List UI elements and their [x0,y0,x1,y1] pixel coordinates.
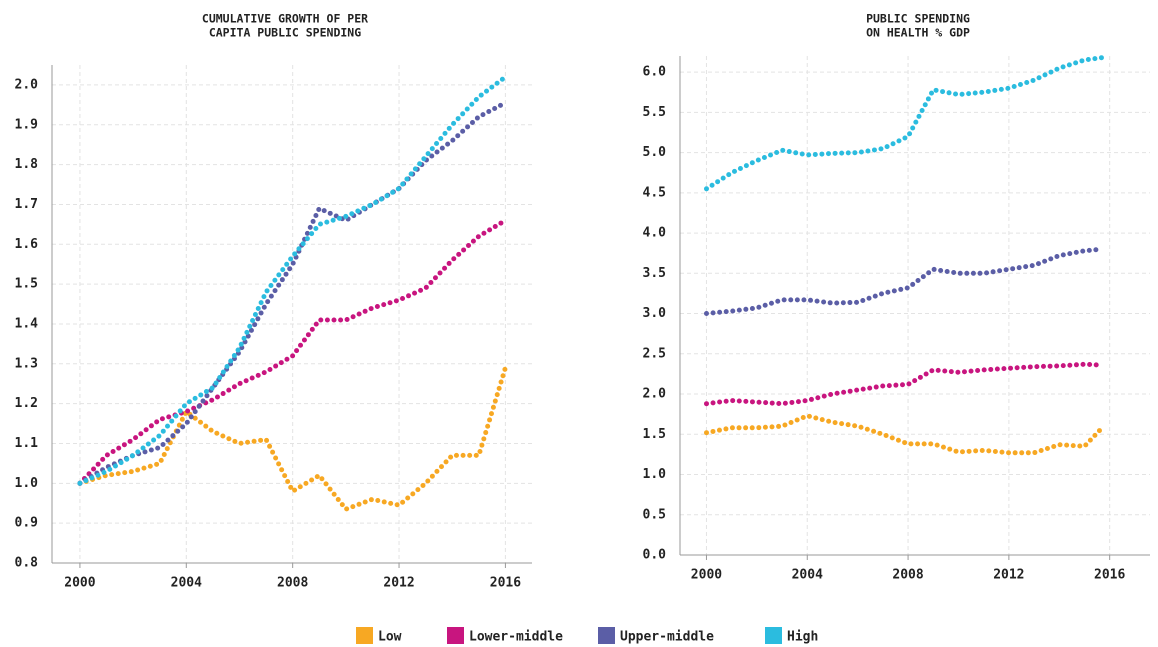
chart-title: CAPITA PUBLIC SPENDING [209,26,361,40]
y-tick-label: 1.0 [643,467,667,482]
y-tick-label: 1.2 [15,396,38,411]
y-tick-label: 0.5 [643,507,666,522]
series-line [77,217,508,486]
legend-swatch [598,627,615,644]
x-tick-label: 2004 [792,568,823,583]
y-tick-label: 1.5 [15,277,38,292]
x-tick-label: 2000 [64,576,95,591]
chart-title: CUMULATIVE GROWTH OF PER [202,12,368,26]
y-tick-label: 3.0 [643,306,667,321]
x-tick-label: 2004 [171,576,202,591]
legend-swatch [765,627,782,644]
y-tick-label: 1.9 [15,117,38,132]
chart-title: PUBLIC SPENDING [866,12,970,26]
x-tick-label: 2016 [1094,568,1125,583]
series-line [704,413,1105,456]
chart-title: ON HEALTH % GDP [866,26,970,40]
x-tick-label: 2012 [383,576,414,591]
legend-swatch [356,627,373,644]
x-tick-label: 2016 [490,576,521,591]
y-tick-label: 1.5 [643,427,666,442]
legend-label: Upper-middle [620,630,714,645]
y-tick-label: 5.5 [643,105,666,120]
x-tick-label: 2008 [892,568,923,583]
y-tick-label: 4.0 [643,226,667,241]
legend-label: Lower-middle [469,630,563,645]
legend-label: High [787,630,818,645]
y-tick-label: 5.0 [643,145,667,160]
y-tick-label: 4.5 [643,185,666,200]
series-line [704,246,1105,316]
y-tick-label: 3.5 [643,266,666,281]
y-tick-label: 0.8 [15,556,39,571]
y-tick-label: 1.7 [15,197,38,212]
y-tick-label: 1.4 [15,316,39,331]
y-tick-label: 1.6 [15,237,39,252]
series-line [704,55,1105,192]
x-tick-label: 2012 [993,568,1024,583]
x-tick-label: 2008 [277,576,308,591]
series-line [77,100,508,486]
y-tick-label: 2.5 [643,346,666,361]
y-tick-label: 1.0 [15,476,39,491]
y-tick-label: 0.9 [15,516,38,531]
series-line [77,365,508,513]
y-tick-label: 0.0 [643,548,667,563]
y-tick-label: 6.0 [643,65,667,80]
y-tick-label: 1.1 [15,436,39,451]
series-line [704,361,1105,407]
y-tick-label: 2.0 [15,77,39,92]
y-tick-label: 2.0 [643,387,667,402]
y-tick-label: 1.8 [15,157,39,172]
y-tick-label: 1.3 [15,356,38,371]
legend-label: Low [378,630,402,645]
x-tick-label: 2000 [691,568,722,583]
legend-swatch [447,627,464,644]
